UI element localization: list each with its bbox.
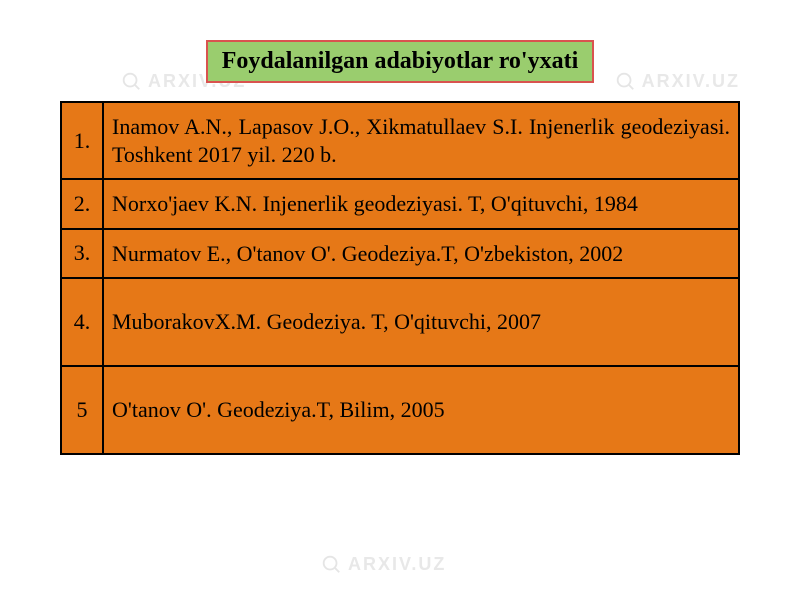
table-row: 5 O'tanov O'. Geodeziya.T, Bilim, 2005 — [61, 366, 739, 454]
watermark-text: ARXIV.UZ — [642, 71, 740, 92]
row-number: 5 — [61, 366, 103, 454]
title-box: Foydalanilgan adabiyotlar ro'yxati — [206, 40, 595, 83]
table-row: 1. Inamov A.N., Lapasov J.O., Xikmatulla… — [61, 102, 739, 179]
page-title: Foydalanilgan adabiyotlar ro'yxati — [222, 48, 579, 74]
row-number: 3. — [61, 229, 103, 279]
watermark-text: ARXIV.UZ — [348, 554, 446, 575]
watermark: ARXIV.UZ — [614, 70, 740, 92]
row-number: 1. — [61, 102, 103, 179]
row-text: Inamov A.N., Lapasov J.O., Xikmatullaev … — [103, 102, 739, 179]
table-row: 4. MuborakovX.M. Geodeziya. T, O'qituvch… — [61, 278, 739, 366]
row-text: Nurmatov E., O'tanov O'. Geodeziya.T, O'… — [103, 229, 739, 279]
row-text: O'tanov O'. Geodeziya.T, Bilim, 2005 — [103, 366, 739, 454]
table-row: 2. Norxo'jaev K.N. Injenerlik geodeziyas… — [61, 179, 739, 229]
row-number: 4. — [61, 278, 103, 366]
row-number: 2. — [61, 179, 103, 229]
references-table: 1. Inamov A.N., Lapasov J.O., Xikmatulla… — [60, 101, 740, 455]
row-text: Norxo'jaev K.N. Injenerlik geodeziyasi. … — [103, 179, 739, 229]
table-row: 3. Nurmatov E., O'tanov O'. Geodeziya.T,… — [61, 229, 739, 279]
watermark: ARXIV.UZ — [320, 553, 446, 575]
row-text: MuborakovX.M. Geodeziya. T, O'qituvchi, … — [103, 278, 739, 366]
